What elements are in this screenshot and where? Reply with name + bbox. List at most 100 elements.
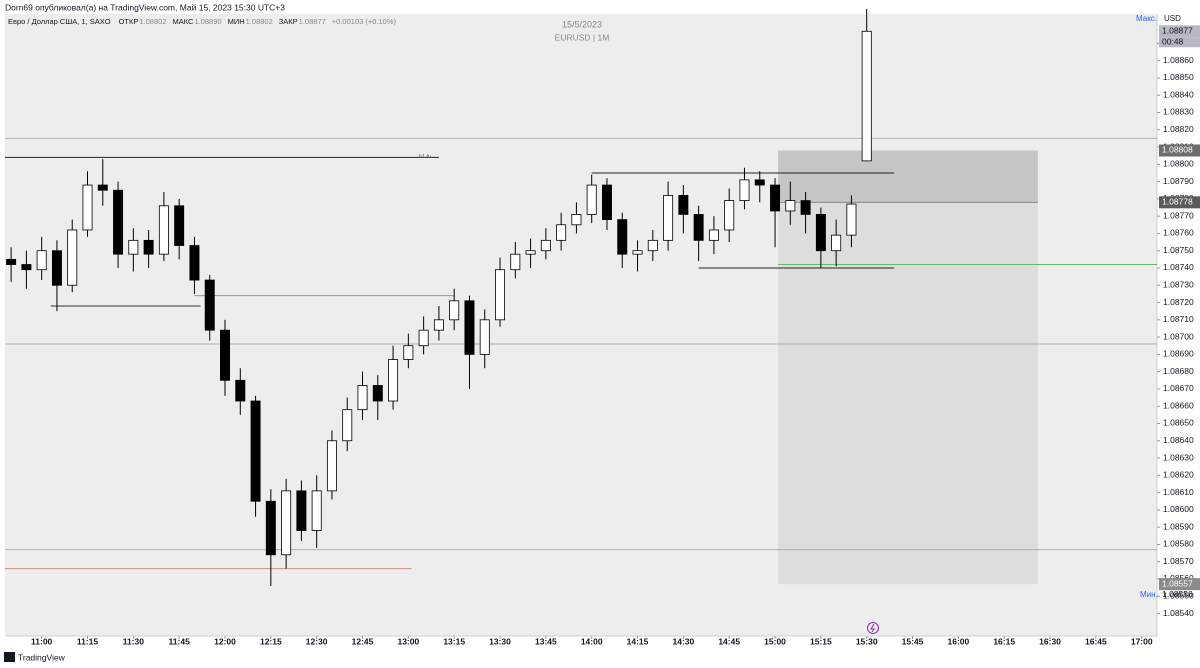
- x-tick-label: 14:00: [581, 636, 603, 646]
- watermark-symbol: EURUSD | 1M: [555, 32, 610, 42]
- candle-body: [693, 214, 704, 241]
- candle-body: [220, 329, 230, 381]
- candle-body: [495, 269, 506, 321]
- candle-body: [708, 229, 719, 241]
- candle-body: [770, 184, 781, 212]
- ohlc-value: 1.08802: [246, 17, 273, 26]
- candle-body: [204, 279, 215, 331]
- candle-body: [663, 195, 674, 241]
- x-tick-label: 11:45: [169, 636, 191, 646]
- x-tick-label: 14:30: [672, 636, 694, 646]
- candle-body: [6, 258, 17, 265]
- ohlc-label: МАКС: [173, 17, 195, 26]
- y-tick-label: 1.08680: [1163, 366, 1194, 376]
- candle-body: [82, 184, 93, 231]
- candle-body: [418, 329, 429, 347]
- y-tick-label: 1.08690: [1163, 349, 1194, 359]
- candle-body: [601, 184, 612, 221]
- y-tick-label: 1.08790: [1163, 176, 1194, 186]
- x-tick-label: 13:30: [489, 636, 511, 646]
- candle-body: [754, 179, 765, 186]
- y-tick-label: 1.08600: [1163, 504, 1194, 514]
- change: +0.00103 (+0.10%): [332, 17, 397, 26]
- event-icon: [867, 622, 879, 634]
- ohlc-label: МИН: [228, 17, 245, 26]
- candle-body: [571, 214, 582, 226]
- x-tick-label: 16:15: [993, 636, 1015, 646]
- y-tick-label: 1.08660: [1163, 400, 1194, 410]
- y-tick-label: 1.08830: [1163, 107, 1194, 117]
- x-tick-label: 13:45: [535, 636, 557, 646]
- x-tick-label: 16:00: [948, 636, 970, 646]
- x-tick-label: 12:30: [306, 636, 328, 646]
- y-tick-label: 1.08580: [1163, 539, 1194, 549]
- x-tick-label: 15:30: [856, 636, 878, 646]
- y-tick-label: 1.08540: [1163, 608, 1194, 618]
- candle-body: [51, 250, 62, 286]
- y-tick-label: 1.08720: [1163, 297, 1194, 307]
- ohlc-value: 1.08802: [139, 17, 166, 26]
- y-tick-label: 1.08640: [1163, 435, 1194, 445]
- target-tag: 1.08557: [1162, 578, 1193, 588]
- x-tick-label: 16:30: [1039, 636, 1061, 646]
- candle-body: [479, 319, 490, 355]
- candle-body: [647, 239, 658, 252]
- min-value: 1.08556: [1162, 589, 1193, 599]
- y-tick-label: 1.08620: [1163, 470, 1194, 480]
- candle-body: [158, 205, 169, 255]
- candle-body: [433, 319, 444, 331]
- y-tick-label: 1.08710: [1163, 314, 1194, 324]
- candle-body: [815, 214, 826, 252]
- candle-body: [326, 440, 337, 492]
- y-axis-label: USD: [1164, 14, 1181, 23]
- candle-body: [311, 490, 322, 532]
- stop-tag: 1.08808: [1162, 145, 1193, 155]
- instrument: Евро / Доллар США, 1, SAXO: [8, 17, 111, 26]
- ohlc-value: 1.08890: [194, 17, 221, 26]
- x-tick-label: 12:15: [260, 636, 282, 646]
- countdown-box: [1159, 37, 1200, 48]
- entry-tag-box: [1159, 196, 1200, 209]
- x-tick-label: 13:00: [397, 636, 419, 646]
- target-tag-box: [1159, 578, 1200, 591]
- x-tick-label: 15:15: [810, 636, 832, 646]
- candle-body: [540, 239, 551, 252]
- y-tick-label: 1.08630: [1163, 452, 1194, 462]
- x-tick-label: 14:45: [718, 636, 740, 646]
- x-tick-label: 12:45: [352, 636, 374, 646]
- y-tick-label: 1.08700: [1163, 331, 1194, 341]
- y-tick-label: 1.08740: [1163, 262, 1194, 272]
- y-tick-label: 1.08590: [1163, 521, 1194, 531]
- y-tick-label: 1.08760: [1163, 228, 1194, 238]
- countdown: 00:48: [1162, 37, 1184, 47]
- position-risk: [778, 150, 1038, 203]
- candle-body: [36, 250, 47, 271]
- candle-body: [678, 195, 689, 215]
- candle-body: [449, 300, 460, 321]
- candle-body: [724, 200, 735, 231]
- candle-body: [388, 359, 399, 402]
- candle-body: [21, 264, 32, 271]
- candle-body: [342, 409, 353, 442]
- entry-tag: 1.08778: [1162, 197, 1193, 207]
- y-tick-label: 1.08570: [1163, 556, 1194, 566]
- candle-body: [143, 239, 154, 255]
- x-tick-label: 11:30: [123, 636, 145, 646]
- ohlc-value: 1.08877: [299, 17, 326, 26]
- candle-body: [250, 400, 261, 502]
- ohlc-label: ЗАКР: [279, 17, 298, 26]
- position-reward: [778, 202, 1038, 585]
- max-label: Макс.: [1136, 14, 1157, 23]
- candle-body: [281, 490, 292, 556]
- candle-body: [846, 203, 857, 236]
- x-tick-label: 13:15: [443, 636, 465, 646]
- y-tick-label: 1.08670: [1163, 383, 1194, 393]
- byline: Dorn69 опубликовал(а) на TradingView.com…: [5, 2, 285, 12]
- y-tick-label: 1.08550: [1163, 591, 1194, 601]
- x-tick-label: 14:15: [627, 636, 649, 646]
- candle-body: [403, 345, 414, 360]
- y-tick-label: 1.08770: [1163, 210, 1194, 220]
- y-tick-label: 1.08860: [1163, 55, 1194, 65]
